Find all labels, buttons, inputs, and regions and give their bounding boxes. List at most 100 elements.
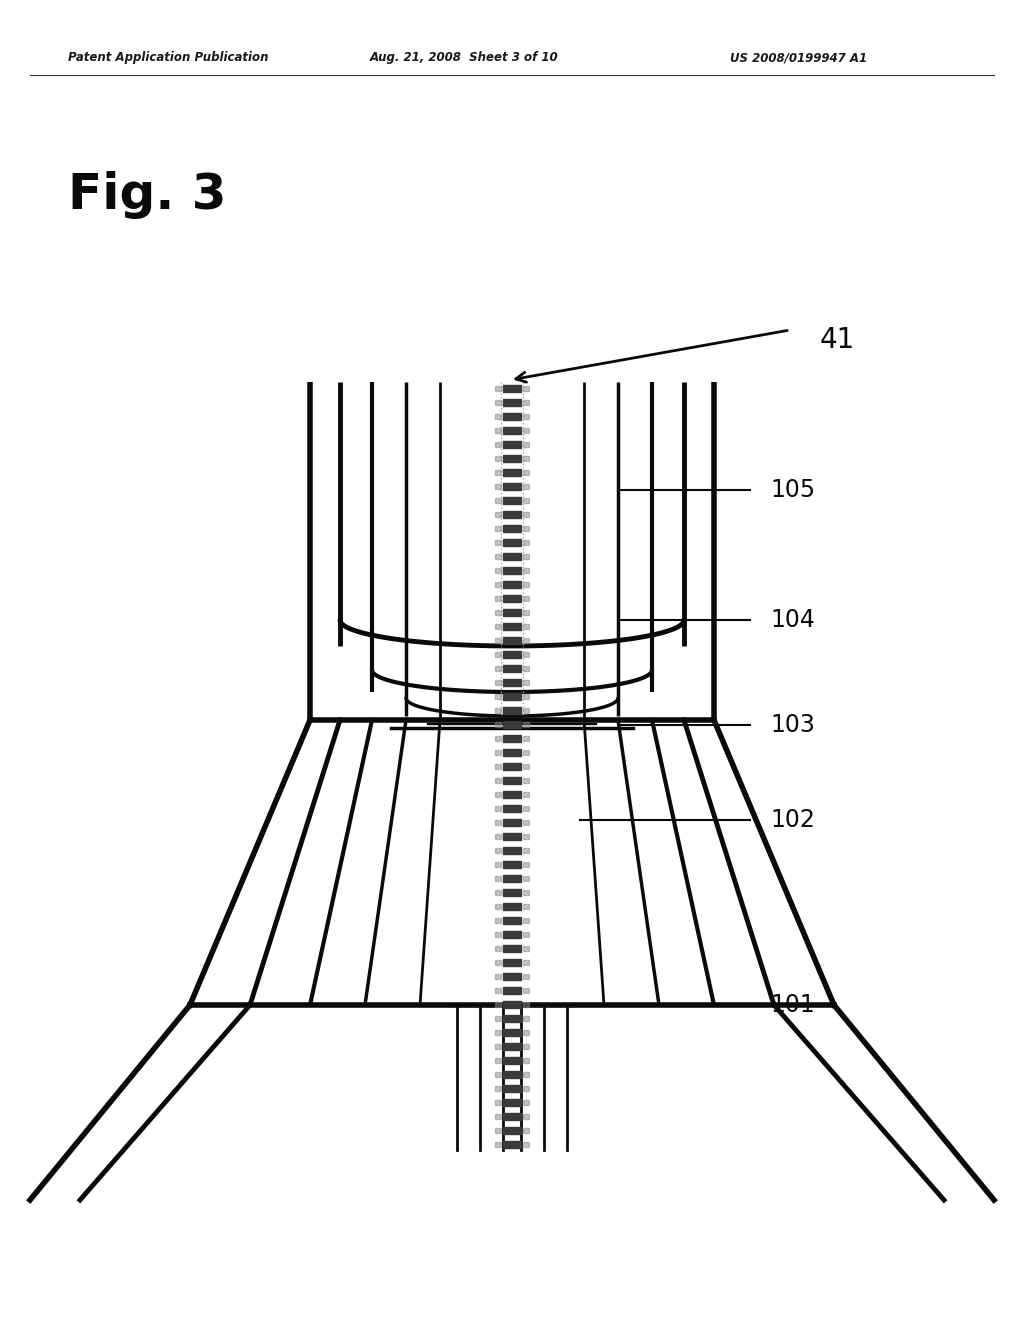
Bar [523, 1044, 529, 1049]
Bar [523, 777, 529, 783]
Bar [523, 498, 529, 503]
Bar [495, 820, 501, 825]
Bar [503, 1071, 521, 1078]
Bar [495, 568, 501, 573]
Bar [503, 1015, 521, 1022]
Bar [503, 708, 521, 714]
Bar [495, 1142, 501, 1147]
Bar [495, 890, 501, 895]
Bar [495, 652, 501, 657]
Bar [503, 1100, 521, 1106]
Bar [495, 1059, 501, 1063]
Bar [495, 1030, 501, 1035]
Bar [503, 748, 521, 756]
Bar [523, 917, 529, 923]
Bar [503, 553, 521, 560]
Bar [503, 987, 521, 994]
Bar [503, 623, 521, 630]
Bar [503, 595, 521, 602]
Bar [503, 818, 521, 826]
Bar [503, 1113, 521, 1119]
Text: Fig. 3: Fig. 3 [68, 172, 226, 219]
Bar [495, 428, 501, 433]
Bar [503, 678, 521, 686]
Bar [523, 624, 529, 630]
Bar [523, 400, 529, 405]
Bar [503, 903, 521, 909]
Bar [523, 694, 529, 700]
Bar [503, 693, 521, 700]
Bar [523, 820, 529, 825]
Bar [495, 917, 501, 923]
Bar [523, 455, 529, 461]
Bar [523, 1142, 529, 1147]
Bar [523, 1059, 529, 1063]
Bar [495, 680, 501, 685]
Bar [503, 385, 521, 392]
Text: 41: 41 [820, 326, 855, 354]
Bar [495, 974, 501, 979]
Bar [523, 484, 529, 488]
Bar [495, 1044, 501, 1049]
Bar [495, 1100, 501, 1105]
Bar [495, 1086, 501, 1092]
Bar [523, 764, 529, 770]
Bar [495, 987, 501, 993]
Bar [523, 1114, 529, 1119]
Bar [495, 455, 501, 461]
Bar [503, 888, 521, 896]
Bar [495, 512, 501, 517]
Bar [523, 862, 529, 867]
Bar [503, 1127, 521, 1134]
Bar [495, 834, 501, 840]
Bar [503, 413, 521, 420]
Bar [495, 932, 501, 937]
Bar [503, 525, 521, 532]
Bar [495, 904, 501, 909]
Bar [495, 610, 501, 615]
Text: 105: 105 [770, 478, 815, 502]
Bar [495, 750, 501, 755]
Text: 103: 103 [770, 713, 815, 737]
Bar [523, 750, 529, 755]
Text: 101: 101 [770, 993, 815, 1016]
Bar [523, 946, 529, 950]
Bar [495, 737, 501, 741]
Bar [495, 862, 501, 867]
Bar [495, 400, 501, 405]
Bar [503, 469, 521, 477]
Bar [503, 539, 521, 546]
Bar [495, 624, 501, 630]
Bar [503, 638, 521, 644]
Bar [495, 777, 501, 783]
Bar [523, 428, 529, 433]
Bar [495, 470, 501, 475]
Bar [523, 414, 529, 418]
Bar [523, 525, 529, 531]
Bar [523, 722, 529, 727]
Bar [523, 385, 529, 391]
Bar [503, 875, 521, 882]
Text: Aug. 21, 2008  Sheet 3 of 10: Aug. 21, 2008 Sheet 3 of 10 [370, 51, 559, 65]
Bar [523, 974, 529, 979]
Bar [523, 638, 529, 643]
Bar [503, 763, 521, 770]
Text: 104: 104 [770, 609, 815, 632]
Bar [495, 876, 501, 880]
Bar [495, 792, 501, 797]
Bar [495, 442, 501, 447]
Bar [503, 735, 521, 742]
Bar [495, 1129, 501, 1133]
Bar [503, 441, 521, 447]
Bar [523, 1072, 529, 1077]
Text: US 2008/0199947 A1: US 2008/0199947 A1 [730, 51, 867, 65]
Bar [523, 987, 529, 993]
Bar [523, 1100, 529, 1105]
Bar [495, 414, 501, 418]
Bar [503, 1030, 521, 1036]
Bar [503, 1001, 521, 1008]
Bar [495, 807, 501, 810]
Bar [523, 680, 529, 685]
Bar [503, 455, 521, 462]
Bar [495, 525, 501, 531]
